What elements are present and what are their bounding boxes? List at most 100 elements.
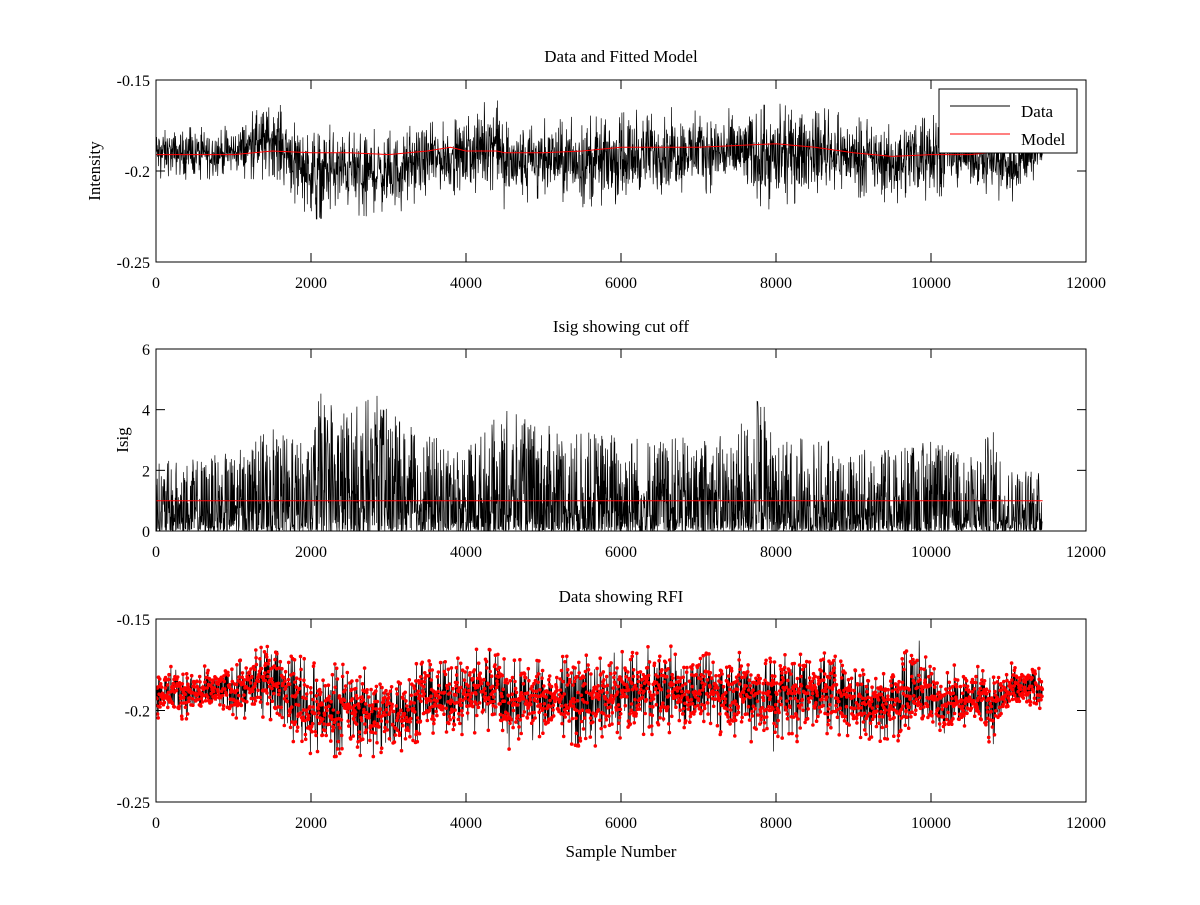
rfi-marker <box>369 687 373 692</box>
rfi-marker <box>773 730 777 734</box>
rfi-marker <box>371 724 376 728</box>
rfi-marker <box>748 683 753 688</box>
rfi-marker <box>315 699 319 704</box>
x-tick-label: 12000 <box>1066 815 1106 832</box>
rfi-marker <box>211 678 216 682</box>
rfi-marker <box>669 644 673 648</box>
rfi-marker <box>482 677 486 682</box>
rfi-marker <box>918 695 922 700</box>
rfi-marker <box>1011 687 1015 692</box>
rfi-marker <box>940 703 945 708</box>
rfi-marker <box>434 709 439 714</box>
rfi-marker <box>532 710 536 715</box>
rfi-marker <box>288 725 293 730</box>
rfi-marker <box>447 714 452 719</box>
rfi-marker <box>740 675 744 680</box>
rfi-marker <box>581 727 586 731</box>
rfi-marker <box>920 689 925 694</box>
rfi-marker <box>807 660 812 664</box>
rfi-marker <box>787 668 792 673</box>
rfi-marker <box>693 705 697 709</box>
rfi-marker <box>296 703 301 707</box>
rfi-marker <box>1003 693 1008 697</box>
rfi-marker <box>273 706 278 711</box>
rfi-marker <box>782 665 787 670</box>
rfi-marker <box>657 683 661 687</box>
rfi-marker <box>625 685 629 689</box>
rfi-marker <box>540 676 544 680</box>
rfi-marker <box>425 718 430 723</box>
rfi-marker <box>931 720 935 724</box>
rfi-marker <box>505 681 510 685</box>
rfi-marker <box>299 667 303 672</box>
rfi-marker <box>199 696 204 701</box>
rfi-marker <box>853 668 858 673</box>
rfi-marker <box>651 697 656 701</box>
rfi-marker <box>997 697 1001 702</box>
rfi-marker <box>502 657 506 661</box>
rfi-marker <box>1010 678 1014 682</box>
rfi-marker <box>740 715 744 720</box>
rfi-marker <box>472 683 476 687</box>
rfi-marker <box>555 688 559 693</box>
rfi-marker <box>772 721 776 726</box>
rfi-marker <box>932 667 936 671</box>
rfi-marker <box>532 681 536 686</box>
rfi-marker <box>888 717 892 722</box>
rfi-marker <box>542 718 547 723</box>
rfi-marker <box>547 677 551 682</box>
rfi-marker <box>693 709 697 714</box>
rfi-marker <box>485 702 490 706</box>
rfi-marker <box>275 651 279 656</box>
rfi-marker <box>735 687 740 692</box>
rfi-marker <box>628 722 633 726</box>
rfi-marker <box>536 680 540 685</box>
rfi-marker <box>326 683 331 687</box>
rfi-marker <box>617 715 622 720</box>
rfi-marker <box>267 658 271 663</box>
rfi-marker <box>516 737 521 741</box>
rfi-marker <box>845 733 850 738</box>
rfi-marker <box>859 682 864 687</box>
rfi-marker <box>645 686 649 691</box>
rfi-marker <box>809 696 814 700</box>
rfi-marker <box>700 681 704 685</box>
rfi-marker <box>834 703 838 708</box>
rfi-marker <box>754 676 758 681</box>
rfi-marker <box>715 723 720 728</box>
rfi-marker <box>861 720 866 724</box>
rfi-marker <box>378 707 383 711</box>
rfi-marker <box>463 696 468 701</box>
rfi-marker <box>907 705 911 709</box>
rfi-marker <box>681 706 686 711</box>
rfi-marker <box>306 717 311 721</box>
rfi-marker <box>500 728 505 733</box>
rfi-marker <box>323 684 328 688</box>
rfi-marker <box>785 712 789 716</box>
rfi-marker <box>339 733 344 738</box>
rfi-marker <box>539 693 544 697</box>
rfi-marker <box>633 683 638 688</box>
rfi-marker <box>658 654 662 659</box>
rfi-marker <box>452 723 457 727</box>
rfi-marker <box>881 671 886 676</box>
rfi-marker <box>892 734 896 738</box>
rfi-marker <box>450 709 455 714</box>
rfi-marker <box>764 658 768 663</box>
rfi-marker <box>395 728 400 733</box>
rfi-marker <box>302 656 307 661</box>
rfi-marker <box>870 699 874 704</box>
rfi-marker <box>772 682 776 686</box>
rfi-marker <box>865 714 870 718</box>
rfi-marker <box>618 736 622 740</box>
rfi-marker <box>284 685 288 689</box>
rfi-marker <box>621 688 625 693</box>
rfi-marker <box>418 694 422 698</box>
rfi-marker <box>571 704 576 708</box>
rfi-marker <box>732 715 736 720</box>
rfi-marker <box>701 653 705 658</box>
rfi-marker <box>994 709 998 713</box>
rfi-marker <box>950 684 955 689</box>
rfi-marker <box>278 659 283 664</box>
